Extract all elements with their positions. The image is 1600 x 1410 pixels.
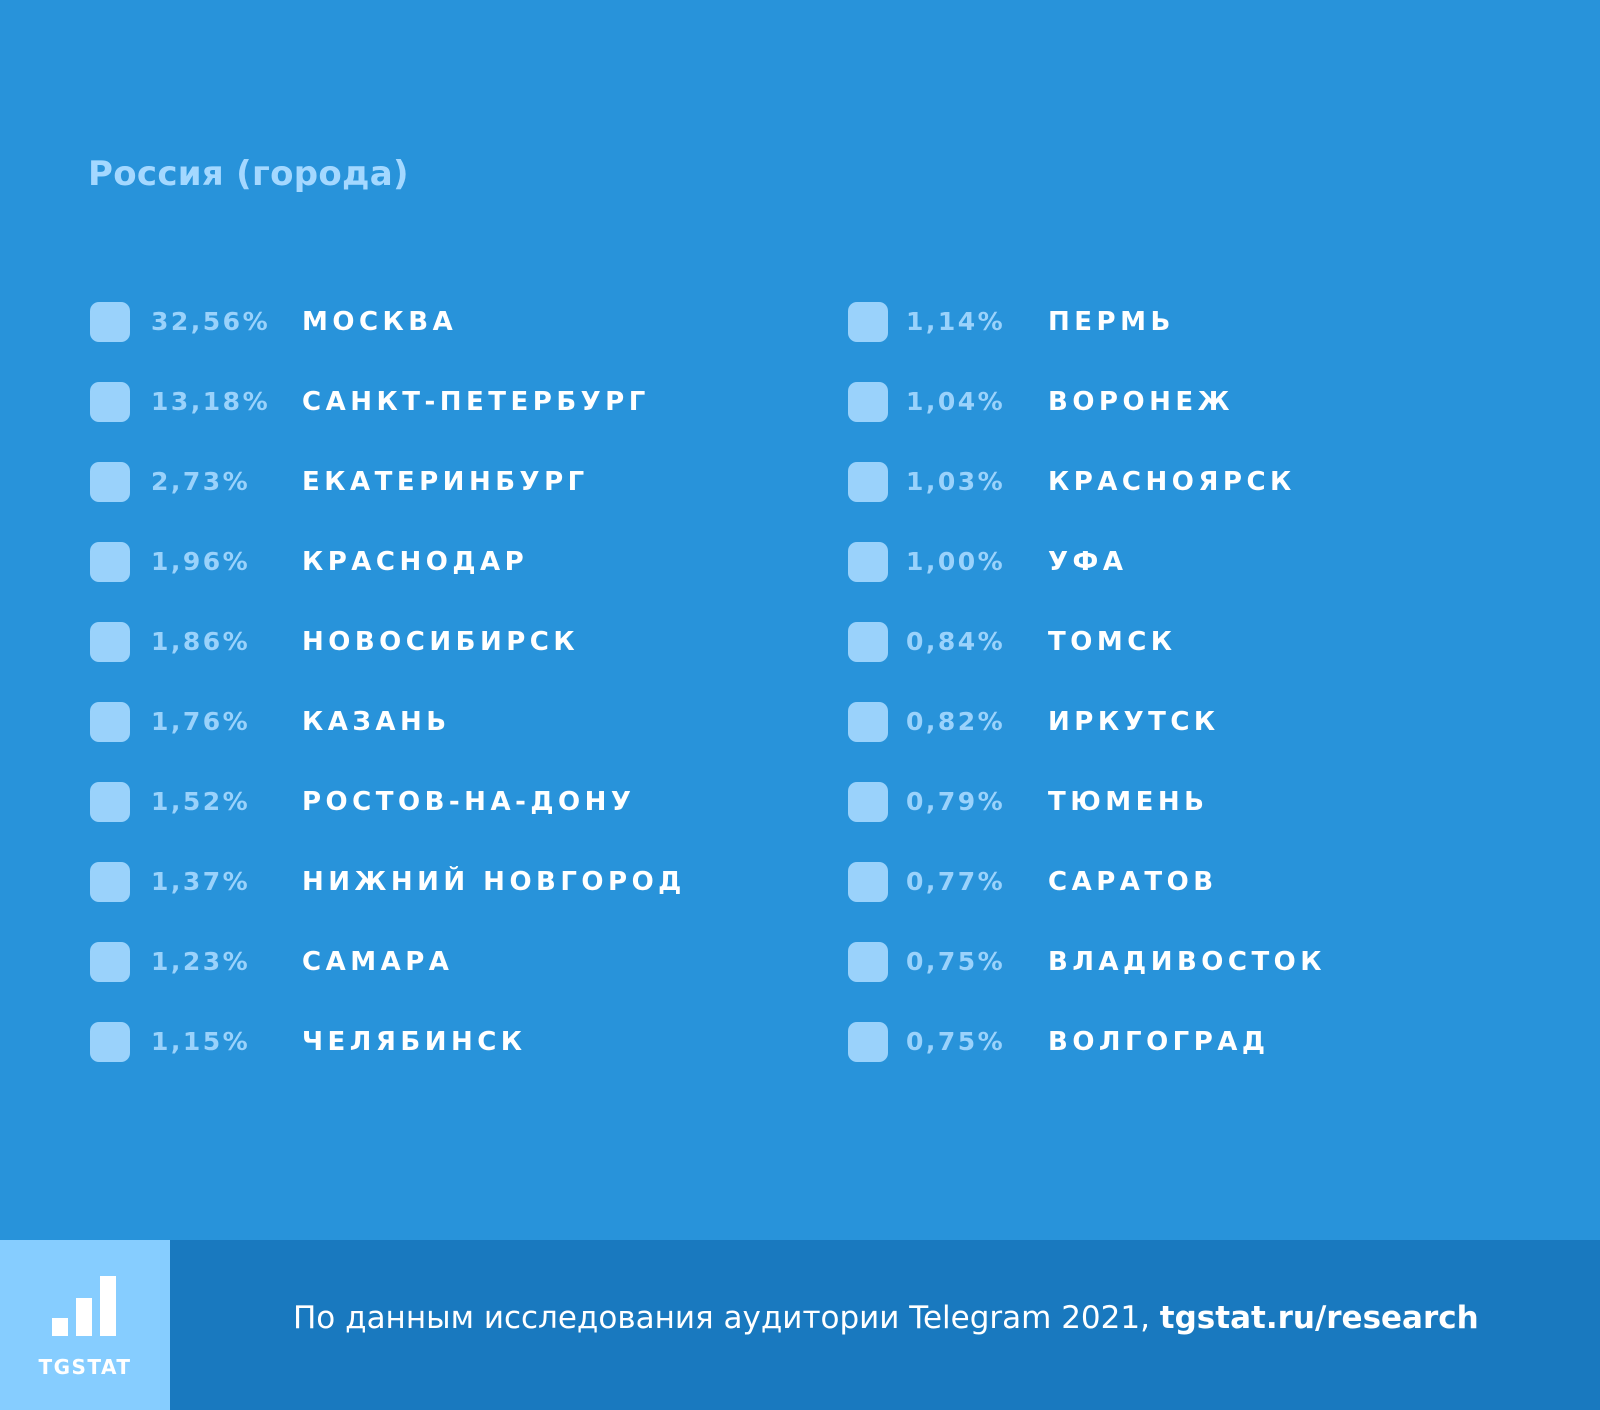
city-percent: 2,73% — [151, 467, 251, 496]
city-name: КАЗАНЬ — [302, 707, 451, 737]
city-name: ИРКУТСК — [1048, 707, 1220, 737]
city-name: НОВОСИБИРСК — [302, 627, 580, 657]
legend-swatch — [848, 862, 888, 902]
city-name: САНКТ-ПЕТЕРБУРГ — [302, 387, 650, 417]
city-name: ТОМСК — [1048, 627, 1177, 657]
legend-swatch — [90, 382, 130, 422]
city-name: САРАТОВ — [1048, 867, 1218, 897]
legend-swatch — [848, 942, 888, 982]
legend-swatch — [848, 302, 888, 342]
city-percent: 0,82% — [906, 707, 1006, 736]
city-percent: 1,86% — [151, 627, 251, 656]
source-text: По данным исследования аудитории Telegra… — [293, 1300, 1160, 1336]
city-percent: 0,75% — [906, 947, 1006, 976]
city-name: РОСТОВ-НА-ДОНУ — [302, 787, 636, 817]
city-percent: 1,52% — [151, 787, 251, 816]
city-name: ПЕРМЬ — [1048, 307, 1175, 337]
city-percent: 1,14% — [906, 307, 1006, 336]
city-percent: 1,04% — [906, 387, 1006, 416]
city-name: КРАСНОДАР — [302, 547, 529, 577]
city-percent: 1,96% — [151, 547, 251, 576]
city-name: ВОРОНЕЖ — [1048, 387, 1234, 417]
city-percent: 0,77% — [906, 867, 1006, 896]
legend-swatch — [848, 382, 888, 422]
legend-swatch — [848, 462, 888, 502]
legend-swatch — [848, 702, 888, 742]
city-name: КРАСНОЯРСК — [1048, 467, 1296, 497]
source-note: По данным исследования аудитории Telegra… — [293, 1300, 1479, 1336]
legend-swatch — [848, 782, 888, 822]
city-name: САМАРА — [302, 947, 454, 977]
city-percent: 0,84% — [906, 627, 1006, 656]
city-name: МОСКВА — [302, 307, 458, 337]
city-name: УФА — [1048, 547, 1128, 577]
logo-text: TGSTAT — [38, 1355, 132, 1379]
city-name: ЕКАТЕРИНБУРГ — [302, 467, 589, 497]
bar-chart-icon — [52, 1276, 116, 1336]
legend-swatch — [90, 862, 130, 902]
city-percent: 0,79% — [906, 787, 1006, 816]
tgstat-logo[interactable]: TGSTAT — [0, 1240, 170, 1410]
legend-swatch — [90, 622, 130, 662]
city-name: ТЮМЕНЬ — [1048, 787, 1209, 817]
legend-swatch — [90, 702, 130, 742]
legend-swatch — [90, 1022, 130, 1062]
legend-swatch — [848, 542, 888, 582]
legend-swatch — [90, 462, 130, 502]
research-link[interactable]: tgstat.ru/research — [1159, 1300, 1479, 1336]
city-percent: 1,15% — [151, 1027, 251, 1056]
city-percent: 1,76% — [151, 707, 251, 736]
chart-title: Россия (города) — [88, 154, 409, 194]
city-name: ВОЛГОГРАД — [1048, 1027, 1270, 1057]
city-name: ВЛАДИВОСТОК — [1048, 947, 1327, 977]
city-percent: 1,37% — [151, 867, 251, 896]
city-name: НИЖНИЙ НОВГОРОД — [302, 867, 686, 897]
city-percent: 0,75% — [906, 1027, 1006, 1056]
legend-swatch — [90, 542, 130, 582]
city-percent: 1,23% — [151, 947, 251, 976]
city-name: ЧЕЛЯБИНСК — [302, 1027, 527, 1057]
city-percent: 32,56% — [151, 307, 271, 336]
legend-swatch — [848, 1022, 888, 1062]
legend-swatch — [90, 942, 130, 982]
legend-swatch — [90, 302, 130, 342]
city-percent: 1,03% — [906, 467, 1006, 496]
city-percent: 1,00% — [906, 547, 1006, 576]
legend-swatch — [848, 622, 888, 662]
footer-bar: TGSTAT По данным исследования аудитории … — [0, 1240, 1600, 1410]
city-percent: 13,18% — [151, 387, 271, 416]
legend-swatch — [90, 782, 130, 822]
